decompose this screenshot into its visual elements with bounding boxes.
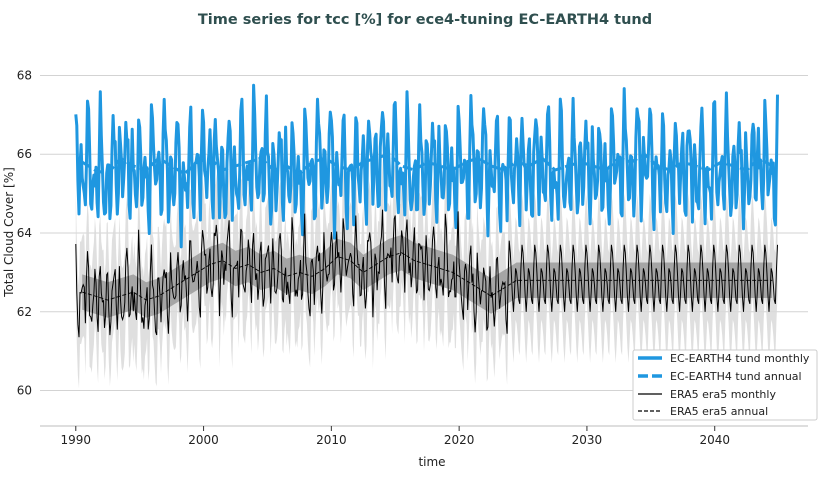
y-tick-label: 64 — [17, 226, 32, 240]
y-tick-label: 68 — [17, 68, 32, 82]
x-tick-label: 2020 — [444, 433, 475, 447]
x-tick-label: 1990 — [61, 433, 92, 447]
x-tick-label: 2040 — [699, 433, 730, 447]
series-ec-earth4-annual — [81, 152, 773, 176]
x-tick-label: 2000 — [188, 433, 219, 447]
y-tick-label: 62 — [17, 305, 32, 319]
legend-label-0: EC-EARTH4 tund monthly — [670, 352, 810, 365]
x-tick-label: 2010 — [316, 433, 347, 447]
axes: 60 62 64 66 68 1990 2000 2010 2020 2030 2040 — [17, 68, 808, 447]
series-era5-monthly — [75, 209, 778, 338]
legend-label-3: ERA5 era5 annual — [670, 405, 768, 418]
legend-label-2: ERA5 era5 monthly — [670, 388, 776, 401]
y-axis-label: Total Cloud Cover [%] — [2, 167, 16, 298]
x-tick-label: 2030 — [572, 433, 603, 447]
series-lines — [74, 83, 779, 338]
series-ec-earth4-monthly — [74, 83, 779, 249]
chart-title: Time series for tcc [%] for ece4-tuning … — [198, 12, 652, 28]
y-tick-label: 60 — [17, 384, 32, 398]
legend-box — [632, 349, 818, 421]
legend-label-1: EC-EARTH4 tund annual — [670, 370, 802, 383]
x-axis-label: time — [418, 455, 445, 469]
y-tick-label: 66 — [17, 147, 32, 161]
legend: EC-EARTH4 tund monthly EC-EARTH4 tund an… — [632, 349, 818, 421]
series-era5-annual — [82, 252, 773, 301]
